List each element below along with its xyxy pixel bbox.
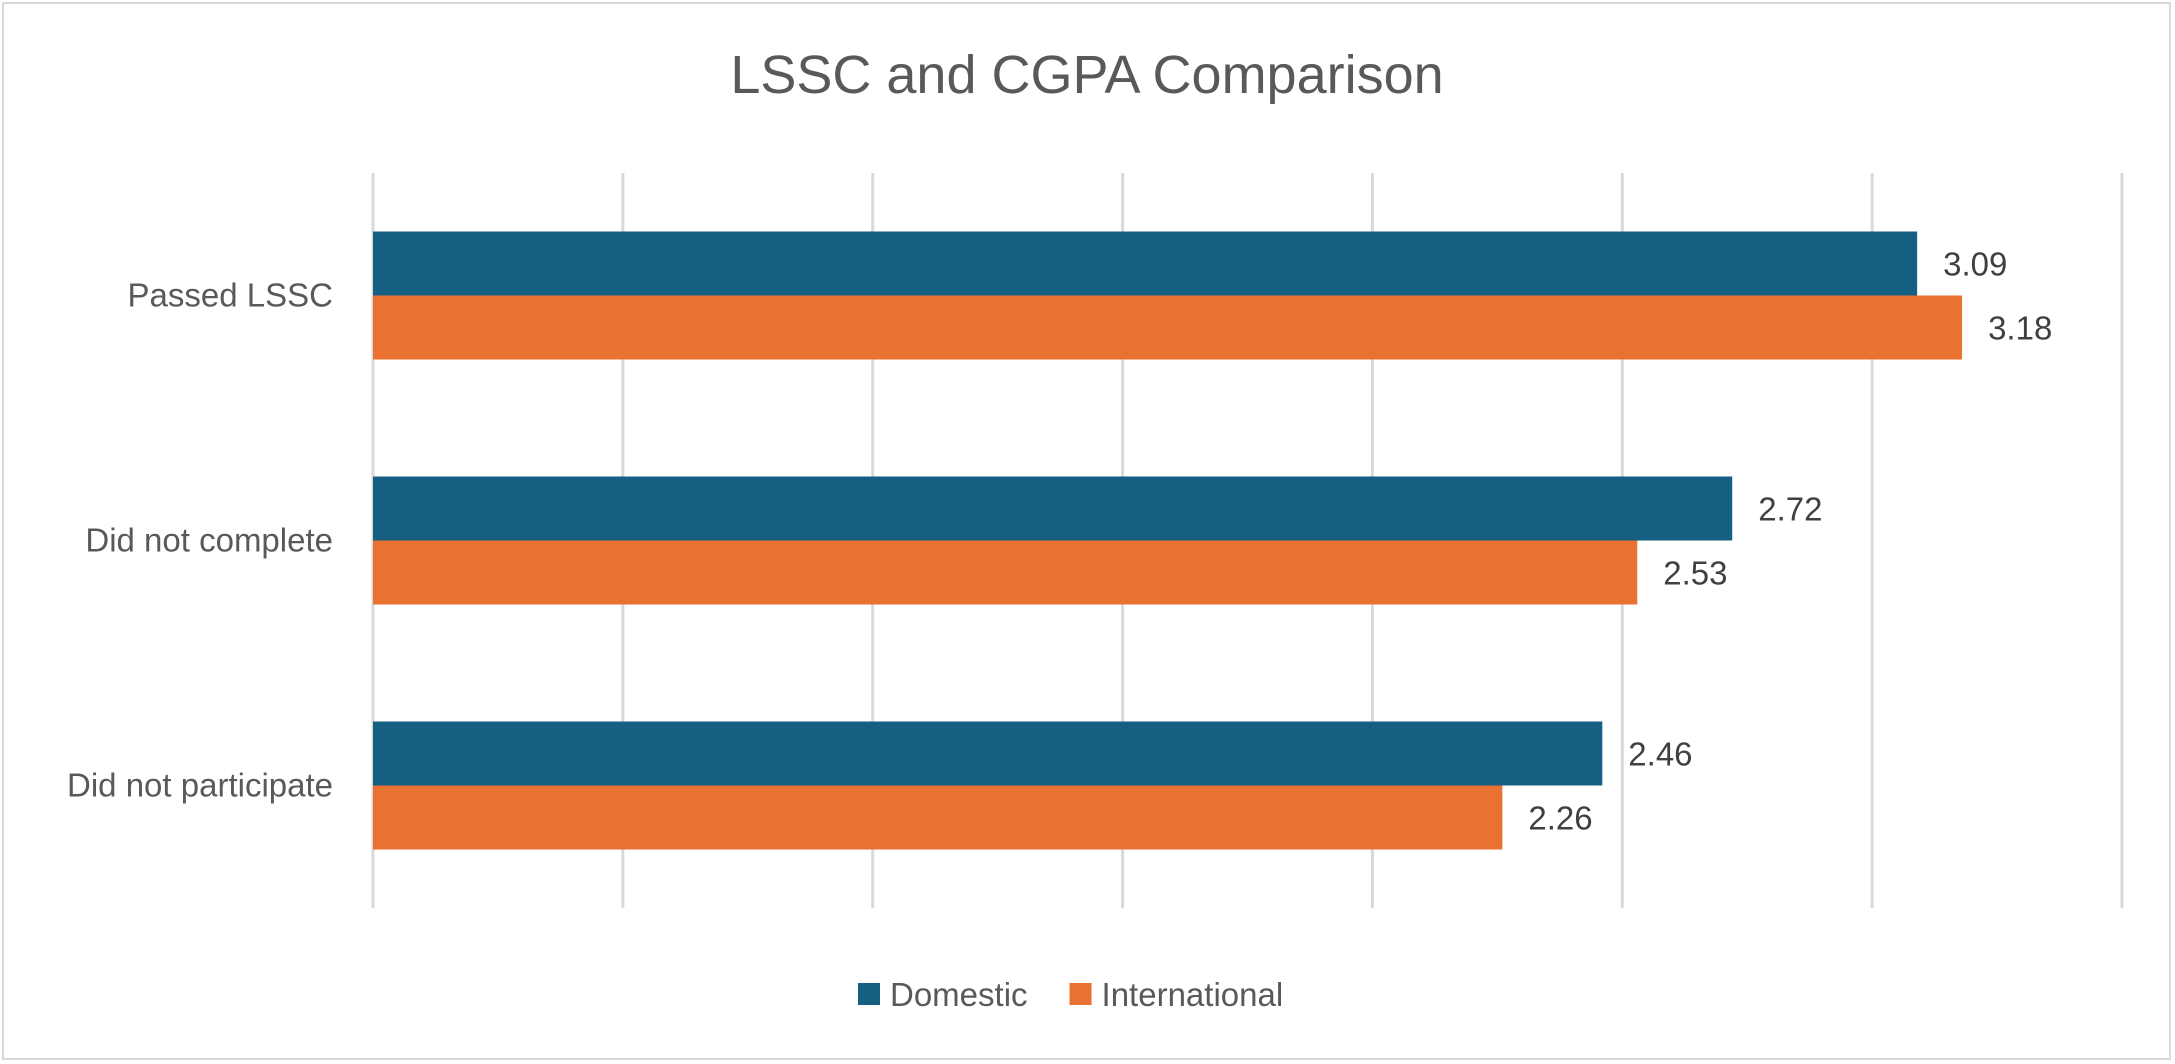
- category-label: Did not complete: [85, 522, 333, 559]
- bars: [373, 231, 1963, 850]
- data-labels: 3.09 3.18 2.72 2.53 2.46 2.26: [1528, 246, 2052, 837]
- data-label: 2.53: [1663, 555, 1727, 592]
- data-label: 2.46: [1628, 736, 1692, 773]
- legend-swatch-domestic: [858, 983, 880, 1005]
- legend-label: International: [1102, 976, 1284, 1013]
- data-label: 2.72: [1758, 491, 1822, 528]
- data-label: 3.18: [1988, 310, 2052, 347]
- data-label: 2.26: [1528, 800, 1592, 837]
- bar-domestic: [373, 231, 1918, 296]
- data-label: 3.09: [1943, 246, 2007, 283]
- legend-label: Domestic: [890, 976, 1028, 1013]
- category-label: Did not participate: [67, 767, 333, 804]
- category-labels: Passed LSSC Did not complete Did not parti…: [67, 277, 333, 804]
- bar-international: [373, 295, 1963, 360]
- legend: Domestic International: [858, 976, 1283, 1013]
- bar-international: [373, 540, 1638, 605]
- bar-international: [373, 785, 1503, 850]
- category-label: Passed LSSC: [128, 277, 333, 314]
- bar-domestic: [373, 476, 1733, 541]
- bar-domestic: [373, 721, 1603, 786]
- chart-title: LSSC and CGPA Comparison: [730, 45, 1443, 105]
- legend-swatch-international: [1069, 983, 1092, 1005]
